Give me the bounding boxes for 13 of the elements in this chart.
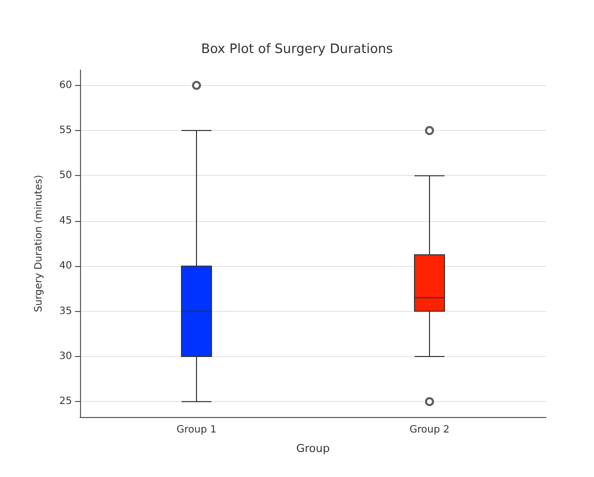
y-tick-label: 25 xyxy=(59,396,72,408)
y-tick-label: 40 xyxy=(59,260,72,272)
y-tick-label: 55 xyxy=(59,125,72,136)
y-tick-label: 60 xyxy=(59,80,72,91)
y-tick-label: 30 xyxy=(59,350,72,362)
x-tick-label: Group 1 xyxy=(176,424,216,436)
chart-title: Box Plot of Surgery Durations xyxy=(201,42,394,57)
y-tick-label: 50 xyxy=(59,170,72,182)
y-tick-label: 45 xyxy=(59,215,72,226)
x-tick-label: Group 2 xyxy=(410,424,450,436)
y-axis-title: Surgery Duration (minutes) xyxy=(34,174,44,312)
x-axis-title: Group xyxy=(296,442,330,455)
y-tick-label: 35 xyxy=(59,306,72,317)
